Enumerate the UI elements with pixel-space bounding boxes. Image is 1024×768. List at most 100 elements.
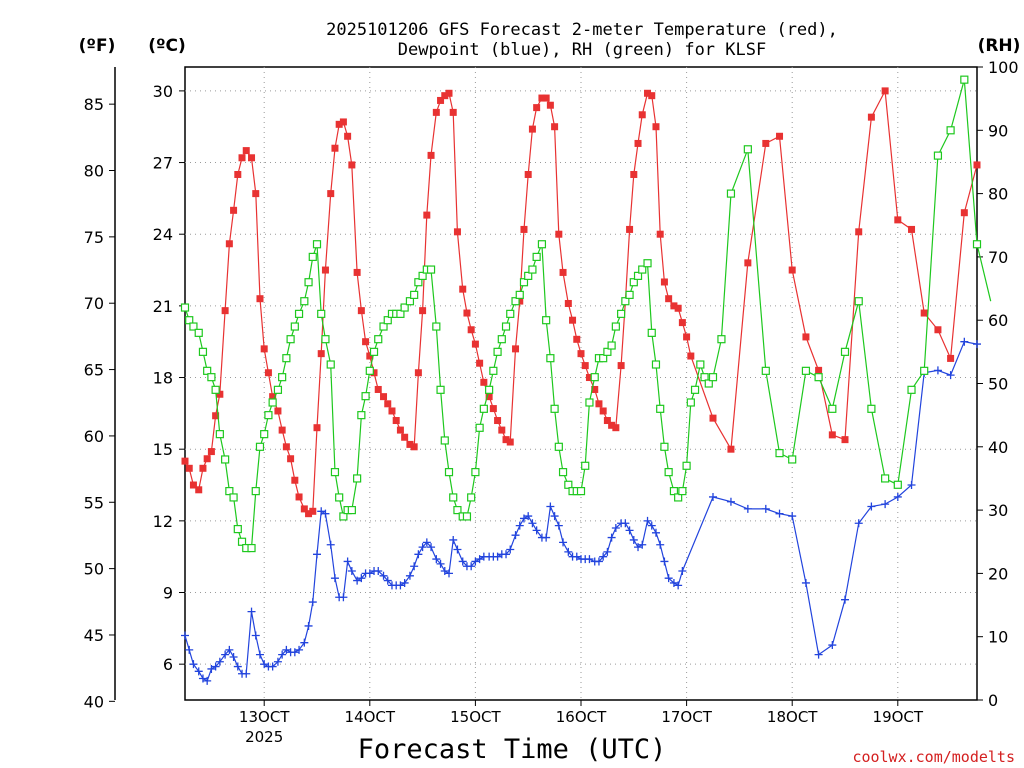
rh-point — [194, 328, 203, 337]
dewpoint-point — [268, 662, 277, 671]
rh-point — [229, 493, 238, 502]
rh-point — [893, 480, 902, 489]
temperature-point — [660, 278, 668, 286]
dewpoint-point — [881, 500, 890, 509]
dewpoint-point — [709, 492, 717, 501]
dewpoint-point — [564, 547, 573, 556]
temperature-point — [207, 448, 215, 456]
rh-point — [532, 252, 541, 261]
rh-point — [312, 240, 322, 249]
rh-point — [972, 240, 982, 249]
temperature-point — [282, 443, 290, 451]
temperature-point — [287, 455, 295, 463]
dewpoint-point — [532, 526, 541, 535]
rh-tick-label: 100 — [988, 58, 1019, 77]
dewpoint-point — [445, 569, 453, 578]
rh-point — [590, 373, 599, 382]
rh-point — [617, 309, 626, 318]
temperature-point — [348, 161, 356, 169]
temperature-point — [674, 304, 682, 312]
dewpoint-point — [343, 557, 352, 566]
temperature-point — [648, 92, 656, 100]
rh-point — [330, 468, 340, 477]
rh-point — [326, 360, 335, 369]
rh-point — [788, 455, 797, 464]
rh-point — [515, 290, 524, 299]
temperature-point — [670, 302, 678, 310]
rh-point — [920, 366, 929, 375]
temperature-point — [327, 190, 335, 198]
temperature-point — [295, 493, 303, 501]
rh-point — [432, 322, 441, 331]
series-line-temperature — [184, 88, 978, 515]
rh-point — [300, 297, 309, 306]
rh-point — [599, 354, 608, 363]
temperature-point — [555, 230, 563, 238]
rh-tick-label: 70 — [988, 248, 1008, 267]
dewpoint-point — [660, 557, 669, 566]
temperature-point — [309, 507, 317, 515]
temperature-point — [665, 295, 673, 303]
temperature-point — [960, 209, 968, 217]
x-tick-label: 16OCT — [556, 708, 607, 726]
temperature-point — [185, 464, 193, 472]
temperature-point — [595, 400, 603, 408]
temperature-point — [212, 412, 220, 420]
dewpoint-point — [405, 571, 414, 580]
temperature-point — [867, 113, 875, 121]
rh-point — [396, 309, 405, 318]
rh-point — [647, 328, 656, 337]
dewpoint-point — [678, 567, 687, 576]
temperature-point — [195, 486, 203, 494]
temperature-point — [437, 96, 445, 104]
rh-point — [682, 461, 691, 470]
dewpoint-point — [357, 574, 366, 583]
temperature-point — [353, 268, 361, 276]
dewpoint-point — [854, 519, 863, 528]
dewpoint-point — [365, 569, 374, 578]
temperature-point — [551, 123, 559, 131]
x-tick-label: 15OCT — [450, 708, 501, 726]
rh-point — [814, 373, 823, 382]
rh-point — [558, 468, 568, 477]
rh-point — [251, 487, 260, 496]
dewpoint-point — [449, 535, 458, 544]
rh-point — [690, 385, 700, 394]
temperature-point — [841, 436, 849, 444]
temperature-point — [374, 385, 382, 393]
rh-point — [907, 385, 916, 394]
fahrenheit-tick-label: 85 — [84, 95, 104, 114]
temperature-point — [828, 431, 836, 439]
temperature-point — [203, 455, 211, 463]
temperature-point — [881, 87, 889, 95]
series-dewpoint — [181, 337, 981, 685]
temperature-point — [524, 170, 532, 178]
dewpoint-point — [638, 540, 647, 549]
temperature-point — [248, 154, 256, 162]
rh-point — [629, 278, 638, 287]
temperature-point — [406, 440, 414, 448]
rh-tick-label: 30 — [988, 501, 1008, 520]
rh-tick-label: 60 — [988, 311, 1008, 330]
temperature-point — [506, 438, 514, 446]
dewpoint-point — [304, 621, 313, 630]
dewpoint-point — [203, 676, 212, 685]
rh-point — [405, 297, 415, 306]
dewpoint-point — [542, 533, 551, 542]
rh-point — [278, 373, 287, 382]
rh-point — [519, 278, 529, 287]
temperature-point — [459, 285, 467, 293]
rh-point — [418, 271, 427, 280]
rh-point — [717, 335, 726, 344]
temperature-point — [920, 309, 928, 317]
dewpoint-point — [599, 552, 608, 561]
dewpoint-point — [300, 638, 309, 647]
rh-tick-label: 90 — [988, 121, 1008, 140]
rh-point — [321, 335, 330, 344]
dewpoint-point — [502, 550, 511, 559]
rh-point — [225, 487, 234, 496]
rh-point — [414, 278, 423, 287]
fahrenheit-tick-label: 60 — [84, 427, 104, 446]
dewpoint-point — [282, 645, 291, 654]
dewpoint-point — [229, 653, 238, 662]
